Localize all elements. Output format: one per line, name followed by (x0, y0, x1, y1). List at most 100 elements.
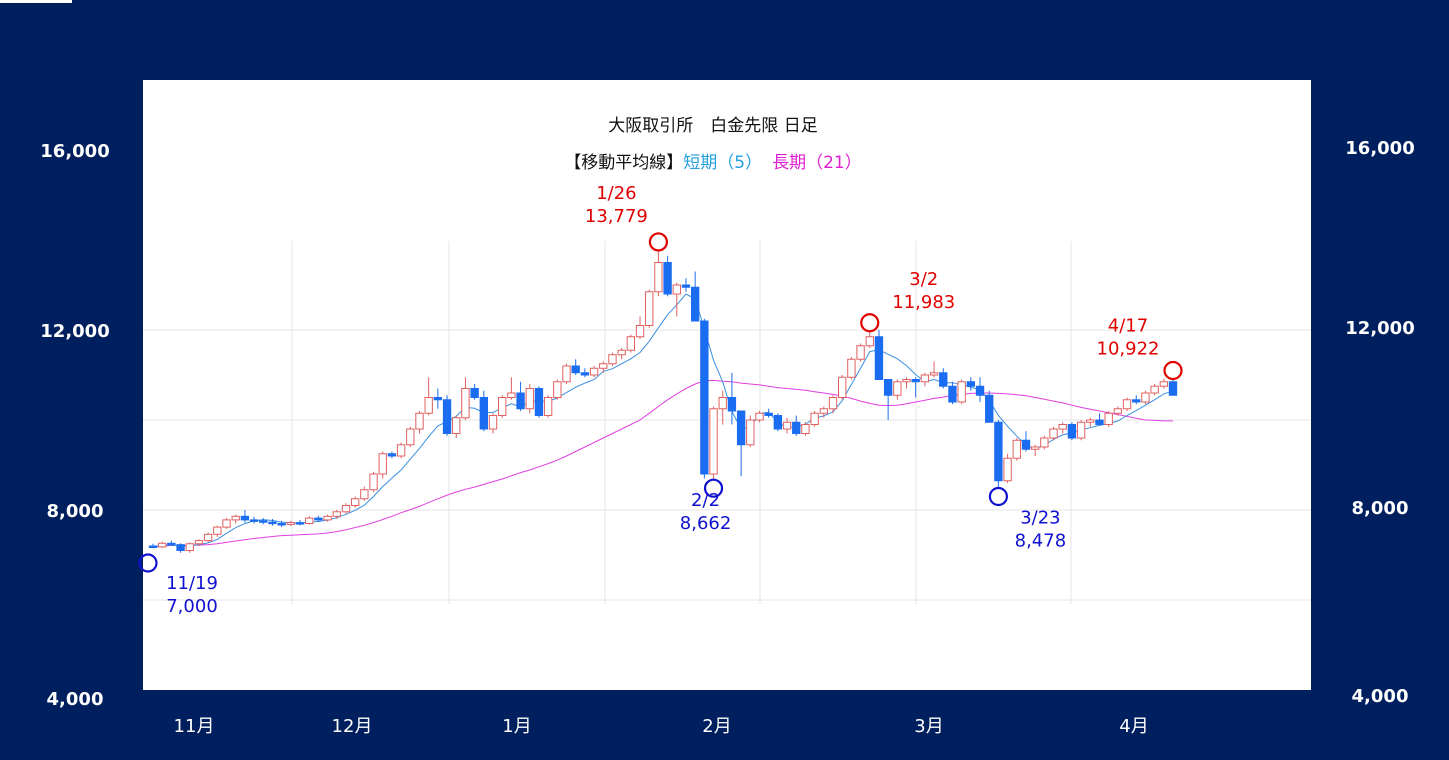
candle-body-down (387, 453, 397, 457)
candle-body-up (543, 397, 553, 416)
candle (819, 406, 828, 418)
candle-body-up (286, 522, 296, 525)
candle (424, 377, 433, 416)
candle-body-up (1159, 381, 1168, 387)
candle (727, 372, 737, 425)
candle-body-up (203, 533, 213, 542)
annotation-price: 8,662 (680, 513, 732, 534)
candle-body-up (213, 526, 222, 535)
candle-body-up (461, 388, 470, 419)
candle (654, 249, 663, 297)
high-marker (860, 313, 880, 333)
candle (534, 386, 544, 418)
candle-body-up (1104, 412, 1113, 425)
x-tick-label: 12月 (332, 716, 373, 737)
candle-body-up (369, 473, 378, 491)
candle-body-down (663, 262, 672, 295)
candle-body-down (249, 519, 259, 522)
candle-body-up (847, 358, 856, 378)
candle-body-down (479, 397, 488, 430)
candle-body-up (645, 291, 654, 326)
candle (488, 413, 498, 434)
candle (240, 510, 250, 523)
candle-body-up (396, 444, 406, 457)
candle-body-up (608, 354, 617, 365)
annotation-price: 11,983 (892, 292, 955, 313)
candle (580, 368, 590, 378)
candle (433, 388, 443, 409)
candle (746, 415, 755, 447)
candle (295, 519, 305, 526)
x-tick-label: 4月 (1119, 716, 1148, 737)
candle (1141, 390, 1150, 405)
candle-body-down (433, 397, 443, 401)
candle (277, 520, 286, 528)
candle-body-down (874, 336, 884, 380)
candle (314, 515, 323, 522)
candle-body-up (819, 408, 828, 414)
candle (387, 451, 397, 459)
candle (966, 377, 976, 391)
candle-body-up (957, 381, 966, 403)
low-marker (703, 478, 724, 498)
annotation-date: 3/2 (909, 269, 938, 290)
candle (608, 352, 617, 366)
candle-body-down (994, 421, 1003, 482)
legend-short-ma: 短期（5） (683, 153, 762, 173)
candle (1021, 431, 1031, 452)
candle (985, 390, 994, 423)
candle-body-up (782, 421, 792, 430)
candle-body-down (966, 381, 976, 387)
candle-body-up (1030, 446, 1040, 450)
candle (994, 420, 1003, 489)
low-marker (138, 553, 158, 573)
candle-body-down (571, 365, 580, 374)
candle-body-up (488, 415, 498, 430)
candle-body-up (929, 372, 939, 376)
candle (939, 368, 948, 389)
candle-body-up (810, 412, 819, 425)
candle-body-up (920, 374, 930, 383)
candle-body-down (295, 522, 305, 525)
candle (1058, 422, 1067, 434)
candle (378, 451, 387, 479)
candle-body-up (350, 498, 360, 506)
candle-body-down (534, 388, 544, 416)
candle-body-up (801, 424, 810, 434)
candle (525, 384, 534, 414)
candle-body-up (828, 397, 838, 410)
candle (1122, 397, 1132, 411)
candle (1132, 395, 1141, 405)
candle-body-up (553, 381, 562, 398)
candle (268, 519, 277, 526)
subtitle-prefix: 【移動平均線】 (564, 153, 683, 173)
candle (599, 361, 608, 373)
candle (755, 411, 764, 423)
candle-body-up (415, 412, 424, 430)
candle-body-down (268, 521, 277, 525)
candle-body-down (277, 523, 286, 526)
candle-body-down (911, 379, 920, 383)
candle-layer (148, 249, 1178, 553)
candle-body-down (764, 412, 773, 416)
annotation-date: 3/23 (1020, 507, 1060, 528)
candle (718, 390, 727, 425)
candle-body-down (1067, 424, 1077, 439)
candle (645, 289, 654, 328)
candle (828, 395, 838, 414)
candle (323, 514, 332, 522)
candle (1003, 453, 1012, 483)
candle-body-up (1012, 439, 1021, 459)
candle-body-up (599, 363, 608, 369)
candle (562, 363, 571, 384)
candle (507, 377, 516, 400)
candle (571, 359, 580, 375)
candle-body-down (314, 517, 323, 521)
candle (663, 255, 672, 297)
candle-body-down (690, 286, 700, 322)
candle (222, 518, 231, 529)
candle-body-up (746, 419, 755, 446)
candle (231, 514, 240, 524)
candle (865, 330, 874, 348)
candle-body-up (323, 515, 332, 521)
